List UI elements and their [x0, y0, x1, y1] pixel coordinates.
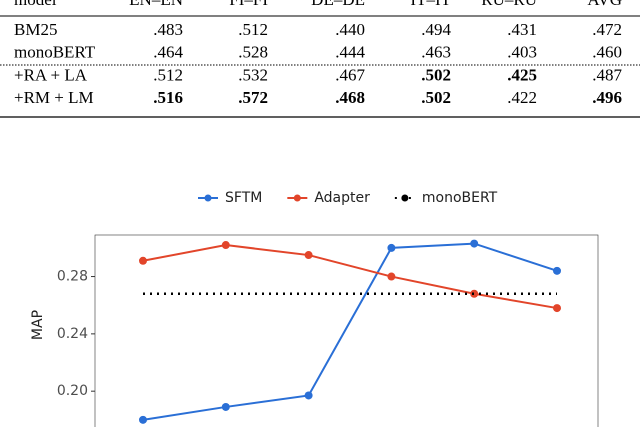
table-cell: .422 — [507, 88, 537, 107]
table-cell: .440 — [335, 20, 365, 39]
point — [470, 239, 479, 248]
table-cell: .460 — [592, 43, 622, 62]
header-cell: RU–RU — [481, 0, 537, 9]
y-tick-label: 0.28 — [57, 269, 88, 285]
legend-label: Adapter — [314, 190, 370, 206]
chart: MAP 0.20 0.24 0.28 SFTM Adapter monoBERT — [30, 190, 599, 427]
table-cell: .487 — [592, 65, 622, 84]
point — [304, 251, 313, 260]
point — [139, 256, 147, 265]
table-cell: .512 — [238, 20, 268, 39]
table-cell: .472 — [592, 20, 622, 39]
legend-dot — [293, 194, 301, 202]
table-cell: +RM + LM — [14, 88, 94, 107]
table-cell: .496 — [592, 88, 622, 107]
y-tick-label: 0.20 — [57, 383, 88, 399]
table-cell: .468 — [335, 88, 365, 107]
table-cell: .528 — [238, 43, 268, 62]
table-cell: .532 — [238, 65, 268, 84]
table-cell: .572 — [238, 88, 268, 107]
legend-dot — [204, 194, 212, 202]
table-cell: .444 — [335, 43, 365, 62]
y-axis-label: MAP — [30, 310, 46, 340]
header-cell: EN–EN — [129, 0, 183, 9]
table-cell: .502 — [421, 65, 451, 84]
point — [470, 289, 479, 298]
results-table: model EN–EN FI–FI DE–DE IT–IT RU–RU AVG BM25 .48… — [0, 0, 640, 118]
table-cell: .464 — [153, 43, 183, 62]
header-cell: AVG — [587, 0, 622, 9]
table-cell: .463 — [421, 43, 451, 62]
table-cell: .467 — [335, 65, 365, 84]
point — [553, 304, 561, 313]
legend-dot — [401, 194, 409, 202]
panel — [94, 234, 599, 427]
point — [139, 415, 147, 424]
point — [553, 266, 561, 275]
point — [221, 241, 230, 250]
table-cell: .512 — [153, 65, 183, 84]
table-cell: .494 — [421, 20, 451, 39]
point — [304, 391, 313, 400]
table-cell: .431 — [507, 20, 537, 39]
y-tick-label: 0.24 — [57, 326, 88, 342]
point — [221, 402, 230, 411]
table-cell: +RA + LA — [14, 65, 88, 84]
legend-label: monoBERT — [422, 190, 498, 206]
legend-label: SFTM — [225, 190, 262, 206]
header-cell: DE–DE — [311, 0, 365, 9]
header-cell: FI–FI — [229, 0, 268, 9]
header-cell: model — [14, 0, 57, 9]
point — [387, 243, 396, 252]
table-cell: .483 — [153, 20, 183, 39]
table-cell: monoBERT — [14, 43, 96, 62]
point — [387, 272, 396, 281]
table-cell: BM25 — [14, 20, 57, 39]
table-cell: .425 — [507, 65, 537, 84]
series-line — [142, 244, 558, 310]
series-line — [142, 242, 558, 421]
header-cell: IT–IT — [410, 0, 451, 9]
table-cell: .502 — [421, 88, 451, 107]
table-cell: .403 — [507, 43, 537, 62]
table-cell: .516 — [153, 88, 183, 107]
